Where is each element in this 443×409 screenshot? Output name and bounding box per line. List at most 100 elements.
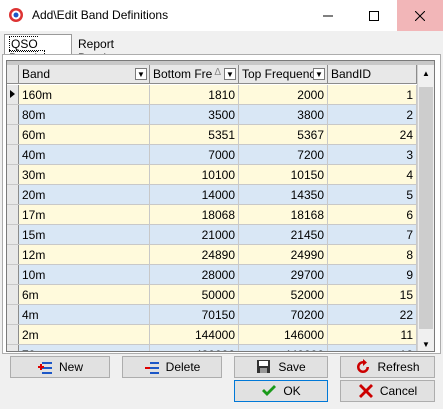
row-indicator[interactable] xyxy=(7,305,19,324)
cell-band[interactable]: 160m xyxy=(19,85,150,104)
row-indicator[interactable] xyxy=(7,165,19,184)
scroll-up-icon[interactable]: ▲ xyxy=(422,69,430,78)
table-row[interactable]: 160m 1810 2000 1 xyxy=(7,85,417,105)
cell-id[interactable]: 1 xyxy=(328,85,417,104)
cell-bottom[interactable]: 18068 xyxy=(150,205,239,224)
column-header-top-frequency[interactable]: Top Frequenc ▼ xyxy=(239,65,328,83)
cell-top[interactable]: 440000 xyxy=(239,345,328,351)
cell-bottom[interactable]: 10100 xyxy=(150,165,239,184)
row-indicator[interactable] xyxy=(7,265,19,284)
scroll-down-icon[interactable]: ▼ xyxy=(422,340,430,349)
cell-id[interactable]: 22 xyxy=(328,305,417,324)
cell-band[interactable]: 2m xyxy=(19,325,150,344)
scroll-thumb[interactable] xyxy=(419,87,433,329)
cell-bottom[interactable]: 28000 xyxy=(150,265,239,284)
row-indicator[interactable] xyxy=(7,345,19,351)
delete-button[interactable]: Delete xyxy=(122,356,222,378)
cell-id[interactable]: 2 xyxy=(328,105,417,124)
table-row[interactable]: 2m 144000 146000 11 xyxy=(7,325,417,345)
cell-top[interactable]: 10150 xyxy=(239,165,328,184)
cell-band[interactable]: 30m xyxy=(19,165,150,184)
cell-bottom[interactable]: 3500 xyxy=(150,105,239,124)
cancel-button[interactable]: Cancel xyxy=(340,380,435,402)
cell-band[interactable]: 20m xyxy=(19,185,150,204)
row-indicator[interactable] xyxy=(7,285,19,304)
cell-top[interactable]: 7200 xyxy=(239,145,328,164)
table-row[interactable]: 12m 24890 24990 8 xyxy=(7,245,417,265)
cell-id[interactable]: 6 xyxy=(328,205,417,224)
filter-dropdown-icon[interactable]: ▼ xyxy=(313,68,325,80)
column-header-band[interactable]: Band ▼ xyxy=(19,65,150,83)
table-row[interactable]: 20m 14000 14350 5 xyxy=(7,185,417,205)
row-indicator[interactable] xyxy=(7,325,19,344)
cell-bottom[interactable]: 430000 xyxy=(150,345,239,351)
cell-bottom[interactable]: 70150 xyxy=(150,305,239,324)
table-row[interactable]: 70cm43000044000012 xyxy=(7,345,417,351)
table-row[interactable]: 40m 7000 7200 3 xyxy=(7,145,417,165)
table-row[interactable]: 30m 10100 10150 4 xyxy=(7,165,417,185)
cell-band[interactable]: 12m xyxy=(19,245,150,264)
ok-button[interactable]: OK xyxy=(234,380,328,402)
cell-top[interactable]: 70200 xyxy=(239,305,328,324)
save-button[interactable]: Save xyxy=(234,356,328,378)
close-button[interactable] xyxy=(397,0,443,31)
table-row[interactable]: 4m 70150 70200 22 xyxy=(7,305,417,325)
bands-grid[interactable]: Band ▼ Bottom Fre Δ ▼ Top Frequenc ▼ Ban… xyxy=(6,60,435,352)
row-indicator[interactable] xyxy=(7,125,19,144)
cell-id[interactable]: 11 xyxy=(328,325,417,344)
cell-band[interactable]: 17m xyxy=(19,205,150,224)
maximize-button[interactable] xyxy=(351,0,397,31)
cell-id[interactable]: 24 xyxy=(328,125,417,144)
cell-top[interactable]: 29700 xyxy=(239,265,328,284)
cell-top[interactable]: 52000 xyxy=(239,285,328,304)
cell-bottom[interactable]: 24890 xyxy=(150,245,239,264)
vertical-scrollbar[interactable]: ▲ ▼ xyxy=(417,65,434,351)
cell-bottom[interactable]: 1810 xyxy=(150,85,239,104)
row-indicator[interactable] xyxy=(7,145,19,164)
cell-band[interactable]: 60m xyxy=(19,125,150,144)
cell-band[interactable]: 6m xyxy=(19,285,150,304)
filter-dropdown-icon[interactable]: ▼ xyxy=(135,68,147,80)
current-row-indicator[interactable] xyxy=(7,85,19,104)
cell-bottom[interactable]: 14000 xyxy=(150,185,239,204)
column-header-bottom-frequency[interactable]: Bottom Fre Δ ▼ xyxy=(150,65,239,83)
cell-bottom[interactable]: 50000 xyxy=(150,285,239,304)
cell-top[interactable]: 21450 xyxy=(239,225,328,244)
cell-id[interactable]: 12 xyxy=(328,345,417,351)
cell-id[interactable]: 9 xyxy=(328,265,417,284)
cell-bottom[interactable]: 144000 xyxy=(150,325,239,344)
cell-bottom[interactable]: 21000 xyxy=(150,225,239,244)
refresh-button[interactable]: Refresh xyxy=(340,356,435,378)
table-row[interactable]: 6m 50000 52000 15 xyxy=(7,285,417,305)
cell-band[interactable]: 4m xyxy=(19,305,150,324)
minimize-button[interactable] xyxy=(305,0,351,31)
cell-id[interactable]: 7 xyxy=(328,225,417,244)
row-indicator[interactable] xyxy=(7,105,19,124)
table-row[interactable]: 10m 28000 29700 9 xyxy=(7,265,417,285)
tab-report-bands[interactable]: Report Bands xyxy=(74,35,148,65)
cell-bottom[interactable]: 5351 xyxy=(150,125,239,144)
table-row[interactable]: 15m 21000 21450 7 xyxy=(7,225,417,245)
cell-top[interactable]: 146000 xyxy=(239,325,328,344)
cell-top[interactable]: 2000 xyxy=(239,85,328,104)
cell-band[interactable]: 40m xyxy=(19,145,150,164)
cell-id[interactable]: 8 xyxy=(328,245,417,264)
cell-bottom[interactable]: 7000 xyxy=(150,145,239,164)
table-row[interactable]: 17m 18068 18168 6 xyxy=(7,205,417,225)
row-indicator[interactable] xyxy=(7,245,19,264)
cell-id[interactable]: 15 xyxy=(328,285,417,304)
row-indicator[interactable] xyxy=(7,225,19,244)
cell-top[interactable]: 14350 xyxy=(239,185,328,204)
cell-id[interactable]: 3 xyxy=(328,145,417,164)
tab-qso-bands[interactable]: QSO Bands xyxy=(4,34,72,66)
cell-top[interactable]: 3800 xyxy=(239,105,328,124)
filter-dropdown-icon[interactable]: ▼ xyxy=(224,68,236,80)
column-header-bandid[interactable]: BandID xyxy=(328,65,417,83)
cell-band[interactable]: 15m xyxy=(19,225,150,244)
cell-band[interactable]: 80m xyxy=(19,105,150,124)
cell-id[interactable]: 4 xyxy=(328,165,417,184)
row-indicator[interactable] xyxy=(7,185,19,204)
new-button[interactable]: New xyxy=(10,356,110,378)
cell-top[interactable]: 5367 xyxy=(239,125,328,144)
cell-id[interactable]: 5 xyxy=(328,185,417,204)
